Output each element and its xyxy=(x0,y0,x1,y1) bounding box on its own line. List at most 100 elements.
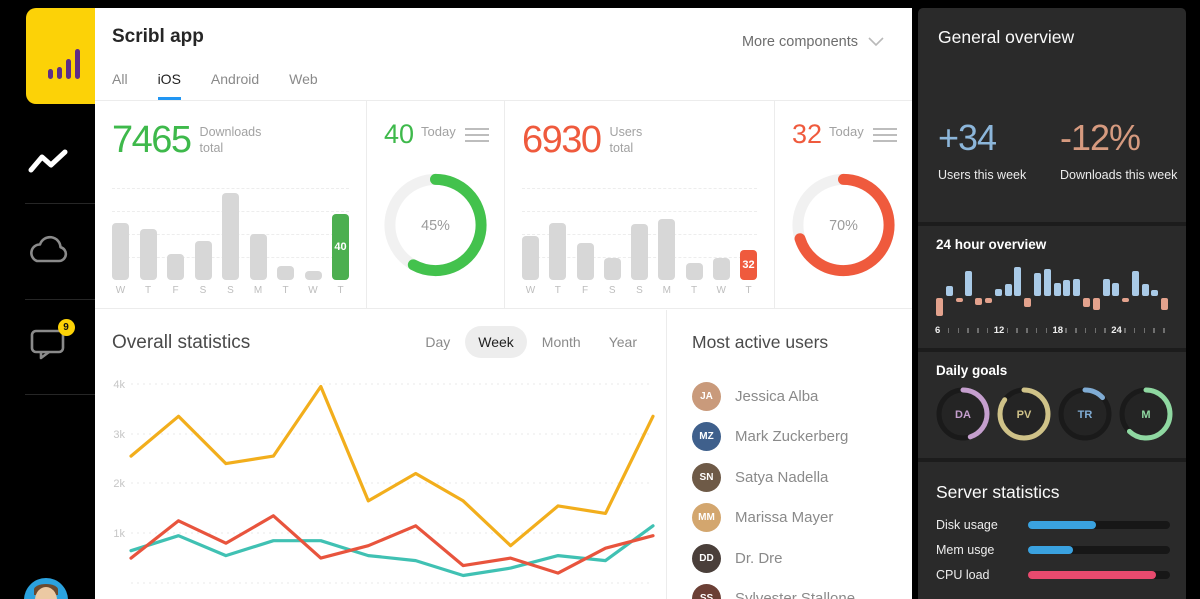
bar-slot xyxy=(1151,259,1159,323)
hamburger-menu-icon[interactable] xyxy=(465,128,489,146)
server-stat-label: CPU load xyxy=(936,568,990,582)
list-item[interactable]: SS Sylvester Stallone xyxy=(692,579,912,599)
bar xyxy=(1033,272,1041,296)
bar xyxy=(1102,279,1110,296)
bar-slot xyxy=(1092,259,1100,323)
range-month[interactable]: Month xyxy=(541,334,581,350)
range-year[interactable]: Year xyxy=(608,334,637,350)
progress-fill xyxy=(1028,546,1074,554)
bar xyxy=(1053,282,1061,296)
bar xyxy=(658,219,676,280)
users-week-delta: +34 xyxy=(938,117,997,158)
server-stat-label: Mem usge xyxy=(936,543,995,557)
bar xyxy=(1024,298,1032,307)
axis-tick xyxy=(1133,328,1136,333)
bar-slot xyxy=(994,259,1002,323)
bar-slot xyxy=(1131,259,1139,323)
sidebar-item-cloud[interactable] xyxy=(0,215,95,287)
svg-text:45%: 45% xyxy=(421,218,450,234)
bar xyxy=(631,224,648,280)
daily-goals-section: Daily goals DA PV TR M xyxy=(918,348,1186,458)
axis-tick xyxy=(1163,328,1165,333)
axis-tick xyxy=(1045,328,1048,333)
bar xyxy=(1073,279,1081,296)
axis-tick xyxy=(1153,328,1155,333)
range-tabs: Day Week Month Year xyxy=(412,326,650,358)
list-item[interactable]: SN Satya Nadella xyxy=(692,457,912,498)
axis-tick xyxy=(957,328,960,333)
page-title: Scribl app xyxy=(112,26,204,47)
overall-statistics-line-chart: 4k 3k 2k 1k xyxy=(101,368,661,599)
server-statistics-bars: Disk usage Mem usge CPU load xyxy=(936,518,1170,582)
tab-all[interactable]: All xyxy=(112,71,128,87)
svg-text:4k: 4k xyxy=(113,379,125,391)
users-today-card: 32 Today 70% xyxy=(775,101,912,308)
bar xyxy=(112,223,129,280)
list-item[interactable]: MM Marissa Mayer xyxy=(692,498,912,539)
bar-slot xyxy=(1073,259,1081,323)
axis-tick-label: 12 xyxy=(993,325,1005,336)
overall-statistics-section: Overall statistics Day Week Month Year 4… xyxy=(95,310,667,599)
server-statistics-section: Server statistics Disk usage Mem usge CPU … xyxy=(918,458,1186,599)
tab-android[interactable]: Android xyxy=(210,71,260,87)
tab-web[interactable]: Web xyxy=(289,71,318,87)
sidebar-divider xyxy=(25,394,95,395)
bar-slot xyxy=(945,259,953,323)
user-name: Marissa Mayer xyxy=(735,509,834,527)
axis-tick-label: 18 xyxy=(1052,325,1064,336)
bar-slot xyxy=(1033,259,1041,323)
bar xyxy=(522,236,539,280)
axis-tick xyxy=(1143,328,1146,333)
downloads-today-card: 40 Today 45% xyxy=(367,101,505,308)
bar xyxy=(712,258,730,280)
user-profile-avatar[interactable] xyxy=(24,578,68,599)
axis-tick xyxy=(986,328,989,333)
goal-gauge: TR xyxy=(1058,387,1112,441)
tab-ios[interactable]: iOS xyxy=(157,71,181,100)
axis-tick xyxy=(1104,328,1106,333)
downloads-card: 7465 Downloads total 40 W T F S S M T W T xyxy=(95,101,367,308)
more-components-dropdown[interactable]: More components xyxy=(742,34,884,50)
bar-slot xyxy=(1053,259,1061,323)
avatar: MM xyxy=(692,503,721,533)
users-week-bar-chart: 32 W T F S S M T W T xyxy=(522,188,757,296)
sidebar-item-messages[interactable]: 9 xyxy=(0,310,95,382)
bar xyxy=(1004,283,1012,296)
bar xyxy=(1063,280,1071,296)
range-day[interactable]: Day xyxy=(425,334,451,350)
cloud-icon xyxy=(29,235,67,263)
avatar: DD xyxy=(692,543,721,573)
bar-category-label: W xyxy=(115,285,126,296)
bar-slot xyxy=(955,259,963,323)
axis-tick xyxy=(1124,328,1126,333)
hamburger-menu-icon[interactable] xyxy=(873,128,897,146)
main-header: Scribl app More components All iOS Andro… xyxy=(95,8,912,101)
users-card: 6930 Users total 32 W T F S S M T W T xyxy=(505,101,775,308)
bar xyxy=(1043,268,1051,296)
list-item[interactable]: JA Jessica Alba xyxy=(692,376,912,417)
users-total-value: 6930 xyxy=(522,119,602,161)
bar xyxy=(549,223,567,280)
bar-category-label: S xyxy=(199,285,207,296)
progress-track xyxy=(1028,546,1170,554)
sidebar-item-activity[interactable] xyxy=(0,125,95,195)
notification-badge: 9 xyxy=(57,319,75,336)
downloads-today-donut-chart: 45% xyxy=(384,164,487,286)
line-chart-icon xyxy=(28,149,67,173)
svg-text:DA: DA xyxy=(955,409,971,421)
svg-text:3k: 3k xyxy=(113,429,125,441)
downloads-today-label: Today xyxy=(421,124,456,139)
range-week[interactable]: Week xyxy=(465,326,527,358)
bar-category-label: W xyxy=(525,285,536,296)
list-item[interactable]: DD Dr. Dre xyxy=(692,538,912,579)
downloads-total-value: 7465 xyxy=(112,119,192,161)
axis-tick xyxy=(1006,328,1009,333)
bar-category-label: T xyxy=(745,285,752,296)
bar-slot xyxy=(1141,259,1149,323)
users-today-label: Today xyxy=(829,124,864,139)
axis-tick xyxy=(1065,328,1067,333)
bar-category-label: T xyxy=(554,285,561,296)
list-item[interactable]: MZ Mark Zuckerberg xyxy=(692,417,912,458)
app-logo[interactable] xyxy=(26,8,95,104)
progress-track xyxy=(1028,521,1170,529)
